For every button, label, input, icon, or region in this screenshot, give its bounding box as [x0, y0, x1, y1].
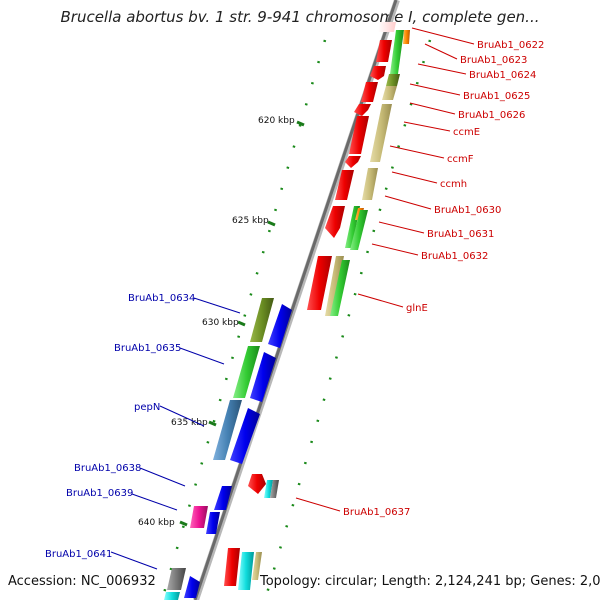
gene-feature [250, 352, 276, 402]
scale-label-635: 635 kbp [171, 418, 208, 428]
gene-feature [350, 210, 368, 250]
gene-label-ccmE[interactable]: ccmE [453, 127, 480, 138]
accession-text: Accession: NC_006932 [8, 574, 156, 589]
forward-labels: BruAb1_0622 BruAb1_0623 BruAb1_0624 BruA… [295, 27, 544, 518]
gene-feature [403, 30, 410, 44]
gene-feature [270, 480, 279, 498]
tick-625 [267, 220, 276, 227]
gene-feature [349, 116, 369, 154]
gene-label-0639[interactable]: BruAb1_0639 [66, 488, 133, 499]
gene-feature [335, 170, 354, 200]
tick-620 [296, 120, 305, 127]
gene-label-0630[interactable]: BruAb1_0630 [434, 205, 501, 216]
reverse-labels: BruAb1_0634 BruAb1_0635 pepN BruAb1_0638… [45, 293, 241, 570]
gene-label-0623[interactable]: BruAb1_0623 [460, 55, 527, 66]
gene-feature [230, 408, 260, 464]
scale-label-640: 640 kbp [138, 518, 175, 528]
gene-feature [206, 512, 220, 534]
gene-feature [390, 30, 404, 74]
gene-feature [376, 40, 392, 62]
topology-text: Topology: circular; Length: 2,124,241 bp… [260, 574, 600, 589]
gene-feature [325, 256, 344, 316]
gene-feature [190, 506, 208, 528]
gene-label-0641[interactable]: BruAb1_0641 [45, 549, 112, 560]
gene-feature [164, 592, 180, 600]
gene-label-0638[interactable]: BruAb1_0638 [74, 463, 141, 474]
gene-label-0626[interactable]: BruAb1_0626 [458, 110, 525, 121]
gene-feature [330, 260, 350, 316]
gene-feature [378, 22, 396, 32]
map-title: Brucella abortus bv. 1 str. 9-941 chromo… [60, 8, 540, 26]
gene-feature [167, 568, 186, 590]
gene-label-0624[interactable]: BruAb1_0624 [469, 70, 536, 81]
gene-feature [325, 206, 345, 238]
gene-feature [386, 74, 400, 86]
gene-feature [233, 346, 260, 398]
gene-feature [250, 298, 274, 342]
gene-label-0637[interactable]: BruAb1_0637 [343, 507, 410, 518]
gene-label-0634[interactable]: BruAb1_0634 [128, 293, 195, 304]
gene-feature [252, 552, 262, 580]
gene-label-0622[interactable]: BruAb1_0622 [477, 40, 544, 51]
gene-feature [354, 104, 371, 116]
gene-feature [213, 400, 242, 460]
gene-feature [362, 168, 378, 200]
forward-strand-features [224, 22, 410, 590]
gene-label-0632[interactable]: BruAb1_0632 [421, 251, 488, 262]
scale-ticks: 620 kbp 625 kbp 630 kbp 635 kbp 640 kbp [138, 116, 305, 528]
gene-feature [248, 474, 266, 494]
gene-label-glnE[interactable]: glnE [406, 303, 428, 314]
gene-label-0631[interactable]: BruAb1_0631 [427, 229, 494, 240]
tick-630 [237, 320, 246, 327]
gene-feature [370, 104, 392, 162]
scale-label-630: 630 kbp [202, 318, 239, 328]
gene-feature [238, 552, 254, 590]
gene-feature [184, 576, 200, 598]
gene-label-ccmh[interactable]: ccmh [440, 179, 467, 190]
scale-label-625: 625 kbp [232, 216, 269, 226]
gene-feature [345, 156, 361, 168]
reverse-strand-features [164, 298, 292, 600]
gene-label-0625[interactable]: BruAb1_0625 [463, 91, 530, 102]
gene-feature [370, 66, 386, 80]
gene-feature [361, 82, 378, 102]
scale-label-620: 620 kbp [258, 116, 295, 126]
gene-feature [268, 304, 292, 348]
gene-label-pepN[interactable]: pepN [134, 402, 160, 413]
tick-640 [179, 520, 188, 527]
gene-feature [224, 548, 240, 586]
gene-feature [214, 486, 232, 510]
gene-label-0635[interactable]: BruAb1_0635 [114, 343, 181, 354]
gene-feature [307, 256, 332, 310]
gene-feature [382, 86, 397, 100]
gene-label-ccmF[interactable]: ccmF [447, 154, 474, 165]
tick-635 [208, 420, 217, 427]
